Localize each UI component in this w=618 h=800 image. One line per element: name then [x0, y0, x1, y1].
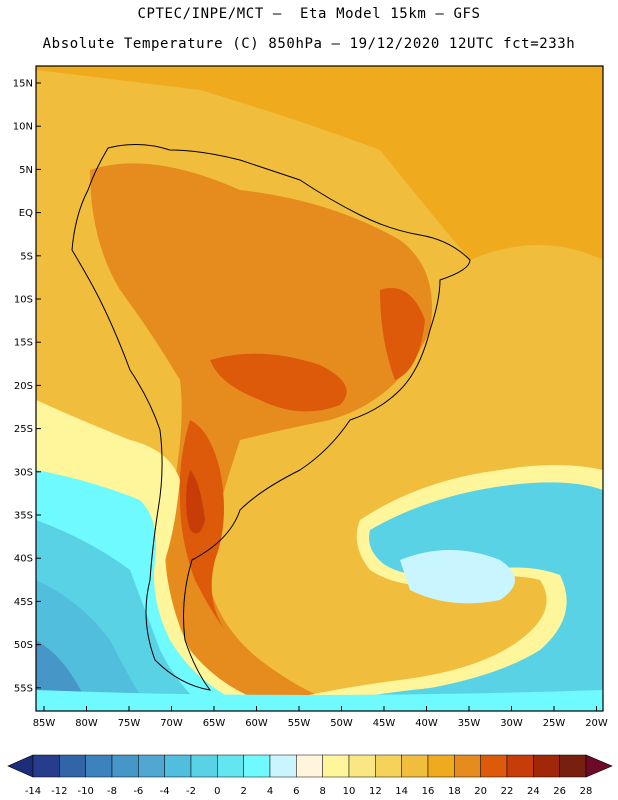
lon-label: 30W [500, 718, 523, 729]
legend-swatch [59, 754, 86, 778]
cool-patch-east [400, 550, 515, 604]
lat-label: 5S [20, 251, 33, 262]
lon-label: 50W [330, 718, 353, 729]
cool-southeast [290, 482, 603, 711]
legend-swatch [296, 754, 323, 778]
lat-label: 50S [14, 640, 33, 651]
map-title-line2: Absolute Temperature (C) 850hPa – 19/12/… [42, 36, 576, 52]
cool-bottom-edge [36, 690, 603, 711]
legend-swatch [559, 754, 587, 778]
legend-label: 8 [319, 786, 325, 797]
legend-swatch [32, 754, 60, 778]
legend-swatch [138, 754, 165, 778]
legend-swatch [506, 754, 534, 778]
legend-swatch [111, 754, 139, 778]
lat-label: 10S [14, 295, 33, 306]
lon-label: 40W [415, 718, 438, 729]
lat-label: 15S [14, 338, 33, 349]
legend-swatch [375, 754, 402, 778]
latitude-ticks [36, 82, 41, 689]
lat-label: 45S [14, 597, 33, 608]
legend-label: 4 [267, 786, 273, 797]
legend-label: -14 [25, 786, 41, 797]
warm-north-band [36, 66, 603, 260]
lat-label: 15N [13, 79, 33, 90]
lat-label: 25S [14, 424, 33, 435]
lat-label: 20S [14, 381, 33, 392]
legend-swatch [401, 754, 429, 778]
coastline [71, 144, 471, 691]
lat-label: 35S [14, 511, 33, 522]
legend-label: 16 [422, 786, 435, 797]
legend-swatch [217, 754, 244, 778]
lat-label: 5N [19, 165, 33, 176]
legend-swatch [348, 754, 376, 778]
map-frame [35, 65, 604, 712]
legend-label: -6 [133, 786, 143, 797]
legend-swatch [427, 754, 455, 778]
legend-label: -10 [77, 786, 93, 797]
legend-label: 26 [553, 786, 566, 797]
legend-swatch [322, 754, 350, 778]
legend-label: -12 [51, 786, 67, 797]
lat-label: 10N [13, 122, 33, 133]
legend-swatch [164, 754, 192, 778]
lat-label: 30S [14, 467, 33, 478]
hottest-spot [186, 470, 205, 534]
lon-label: 35W [458, 718, 481, 729]
latitude-labels: 15N 10N 5N EQ 5S 10S 15S 20S 25S 30S 35S 40S 45S 50S 5… [13, 79, 33, 695]
legend-label: 12 [369, 786, 382, 797]
legend-label: 20 [474, 786, 487, 797]
lon-label: 65W [203, 718, 226, 729]
lon-label: 60W [245, 718, 268, 729]
lon-label: 20W [585, 718, 608, 729]
legend-swatch [480, 754, 508, 778]
longitude-labels: 85W 80W 75W 70W 65W 60W 55W 50W 45W 40W 35W 30W 25W 2… [33, 718, 608, 729]
legend-label: 18 [448, 786, 461, 797]
legend-swatch [243, 754, 271, 778]
lon-label: 55W [288, 718, 311, 729]
legend-low-arrow [7, 754, 34, 778]
legend-swatch [269, 754, 297, 778]
lon-label: 25W [543, 718, 566, 729]
lat-label: EQ [19, 208, 33, 219]
temperature-field [36, 66, 603, 711]
lat-label: 40S [14, 554, 33, 565]
legend-high-arrow [585, 754, 613, 778]
lon-label: 45W [373, 718, 396, 729]
legend-label: 10 [343, 786, 356, 797]
legend-swatch [85, 754, 113, 778]
hot-continent-band [90, 163, 432, 702]
legend-label: 22 [501, 786, 514, 797]
lon-label: 80W [75, 718, 98, 729]
legend-label: 0 [214, 786, 220, 797]
legend-label: -4 [160, 786, 170, 797]
longitude-ticks [43, 706, 597, 711]
legend-label: -2 [186, 786, 196, 797]
legend-label: 6 [293, 786, 299, 797]
legend-swatch [190, 754, 218, 778]
map-title-line1: CPTEC/INPE/MCT – Eta Model 15km – GFS [137, 6, 481, 22]
legend-label: 28 [580, 786, 593, 797]
lat-label: 55S [14, 683, 33, 694]
lon-label: 85W [33, 718, 56, 729]
legend-swatch [454, 754, 481, 778]
legend-label: 2 [240, 786, 246, 797]
lon-label: 75W [118, 718, 141, 729]
lon-label: 70W [160, 718, 183, 729]
color-legend: -14 -12 -10 -8 -6 -4 -2 0 2 4 6 8 10 12 14 16 18 20 22 24 26… [7, 754, 613, 797]
legend-label: -8 [107, 786, 117, 797]
very-hot-core-east [380, 288, 425, 380]
legend-swatch [533, 754, 560, 778]
legend-label: 14 [395, 786, 408, 797]
very-hot-core-central [210, 353, 347, 412]
legend-label: 24 [527, 786, 540, 797]
